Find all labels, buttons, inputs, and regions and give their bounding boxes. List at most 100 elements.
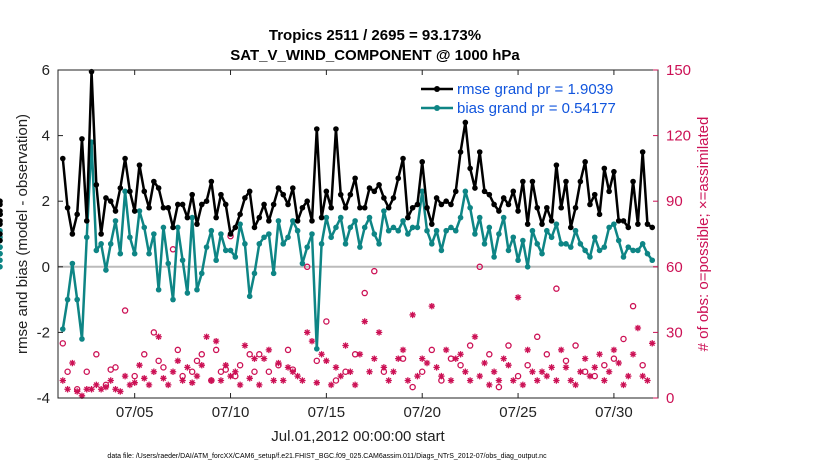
bias-point bbox=[318, 241, 325, 247]
bias-point bbox=[563, 241, 569, 247]
obs-assimilated-marker bbox=[270, 377, 277, 384]
rmse-point bbox=[515, 208, 521, 214]
bias-point bbox=[438, 247, 445, 254]
bias-point bbox=[232, 254, 239, 260]
bias-point bbox=[500, 214, 507, 221]
bias-point bbox=[591, 234, 598, 241]
bias-point bbox=[462, 188, 469, 195]
bias-point bbox=[625, 244, 632, 250]
x-tick-label: 07/05 bbox=[116, 404, 154, 421]
rmse-point bbox=[572, 204, 579, 211]
y-tick-label: -2 bbox=[37, 324, 50, 341]
obs-assimilated-marker bbox=[438, 372, 445, 380]
rmse-point bbox=[0, 218, 3, 224]
bias-point bbox=[0, 264, 3, 270]
bias-point bbox=[601, 244, 608, 250]
bias-point bbox=[357, 244, 363, 250]
bias-point bbox=[611, 221, 617, 227]
obs-assimilated-marker bbox=[414, 372, 421, 380]
plot-frame bbox=[57, 69, 659, 399]
obs-assimilated-marker bbox=[64, 386, 71, 393]
obs-assimilated-marker bbox=[548, 364, 555, 371]
rmse-point bbox=[500, 195, 507, 201]
rmse-point bbox=[246, 188, 253, 195]
rmse-point bbox=[309, 218, 315, 224]
obs-assimilated-marker bbox=[347, 368, 354, 375]
obs-possible-marker bbox=[371, 267, 378, 275]
rmse-point bbox=[385, 204, 392, 211]
bias-point bbox=[606, 224, 612, 231]
rmse-point bbox=[591, 191, 598, 198]
rmse-point bbox=[400, 155, 406, 162]
bias-point bbox=[59, 326, 66, 332]
rmse-point bbox=[462, 119, 469, 126]
obs-possible-marker bbox=[323, 318, 330, 325]
obs-assimilated-marker bbox=[337, 372, 344, 380]
bias-point bbox=[227, 247, 234, 254]
rmse-point bbox=[64, 204, 71, 211]
rmse-point bbox=[601, 165, 608, 172]
rmse-point bbox=[251, 224, 258, 231]
rmse-point bbox=[361, 204, 368, 211]
rmse-point bbox=[256, 214, 263, 221]
rmse-point bbox=[472, 185, 478, 191]
bias-point bbox=[213, 257, 219, 264]
rmse-point bbox=[93, 182, 100, 188]
rmse-point bbox=[486, 191, 493, 198]
rmse-point bbox=[606, 188, 612, 195]
bias-point bbox=[539, 250, 545, 257]
bias-point bbox=[544, 227, 550, 234]
obs-assimilated-marker bbox=[500, 355, 507, 362]
bias-point bbox=[352, 218, 358, 224]
rmse-point bbox=[0, 201, 3, 208]
rmse-point bbox=[83, 218, 90, 224]
rmse-point bbox=[558, 204, 564, 211]
bias-point bbox=[270, 270, 277, 277]
rmse-point bbox=[79, 136, 85, 142]
y-tick-label: 6 bbox=[42, 62, 50, 79]
obs-assimilated-marker bbox=[462, 368, 469, 375]
rmse-point bbox=[352, 175, 358, 182]
bias-point bbox=[452, 227, 459, 234]
rmse-point bbox=[103, 195, 109, 201]
obs-possible-marker bbox=[409, 383, 416, 391]
bias-point bbox=[337, 214, 344, 221]
obs-assimilated-marker bbox=[495, 377, 503, 384]
rmse-point bbox=[342, 204, 349, 211]
bias-point bbox=[620, 254, 627, 260]
obs-assimilated-marker bbox=[136, 362, 143, 369]
legend-rmse-marker bbox=[434, 86, 440, 92]
obs-assimilated-marker bbox=[481, 359, 488, 367]
obs-assimilated-marker bbox=[155, 333, 162, 340]
rmse-point bbox=[184, 214, 191, 221]
obs-possible-marker bbox=[313, 357, 321, 365]
rmse-point bbox=[405, 214, 411, 221]
obs-possible-marker bbox=[486, 351, 493, 358]
rmse-point bbox=[567, 224, 574, 231]
bias-point bbox=[534, 241, 541, 247]
rmse-point bbox=[141, 188, 148, 195]
obs-assimilated-marker bbox=[591, 364, 598, 371]
obs-assimilated-marker bbox=[251, 355, 258, 362]
obs-assimilated-marker bbox=[553, 377, 560, 384]
bias-point bbox=[424, 227, 430, 234]
rmse-point bbox=[457, 149, 464, 155]
bias-point bbox=[122, 188, 128, 195]
rmse-point bbox=[433, 195, 440, 201]
obs-assimilated-marker bbox=[620, 381, 627, 389]
legend-rmse-label: rmse grand pr = 1.9039 bbox=[457, 81, 613, 98]
bias-point bbox=[524, 264, 531, 270]
bias-point bbox=[405, 231, 411, 237]
obs-assimilated-marker bbox=[567, 377, 574, 384]
obs-assimilated-marker bbox=[380, 364, 388, 371]
obs-assimilated-marker bbox=[117, 388, 124, 395]
rmse-point bbox=[366, 185, 373, 191]
bias-point bbox=[74, 296, 80, 303]
obs-possible-marker bbox=[193, 357, 201, 365]
obs-possible-marker bbox=[236, 361, 244, 369]
bias-point bbox=[553, 221, 560, 227]
obs-assimilated-marker bbox=[471, 333, 479, 340]
rmse-point bbox=[548, 218, 555, 224]
bias-point bbox=[93, 247, 100, 254]
obs-assimilated-marker bbox=[524, 346, 531, 354]
